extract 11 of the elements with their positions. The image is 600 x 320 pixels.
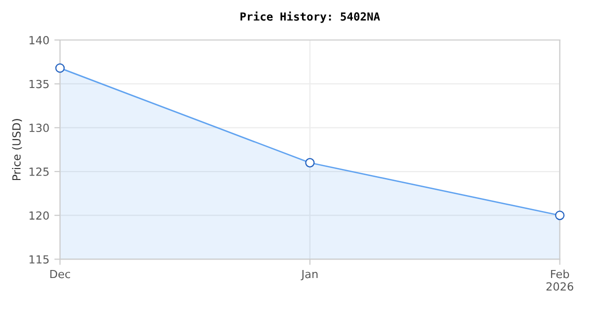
y-tick-label: 130 — [30, 124, 49, 132]
y-tick-label: 140 — [30, 36, 49, 44]
y-axis-title: Price (USD) — [12, 119, 22, 180]
chart-title: Price History: 5402NA — [240, 12, 380, 23]
y-tick-label: 115 — [30, 255, 49, 264]
x-tick-label: Jan — [300, 270, 318, 280]
y-tick-label: 135 — [30, 80, 49, 88]
y-tick-label: 125 — [30, 167, 49, 176]
y-tick-label: 120 — [30, 211, 49, 220]
x-tick-label: Dec — [50, 270, 70, 278]
x-tick-label: Feb 2026 — [546, 270, 574, 291]
